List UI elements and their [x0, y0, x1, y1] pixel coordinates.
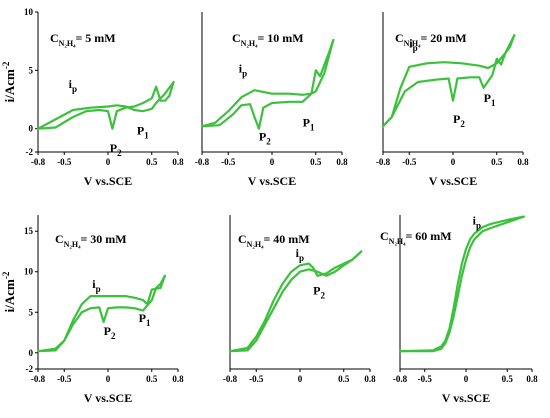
- x-tick-label: -0.8: [31, 374, 46, 384]
- x-tick-label: 0: [464, 374, 469, 384]
- panel-6: -0.8 -0.5 0 0.5 0.8 V vs.SCE CN₂H₄= 60 mM ip: [380, 214, 538, 405]
- axes: [399, 215, 533, 372]
- y-tick-label: -2: [26, 147, 34, 157]
- x-tick-label: 0: [106, 374, 111, 384]
- annotation-label: P2: [104, 324, 116, 341]
- annotation-label: P2: [259, 129, 271, 146]
- series-line-2: [228, 250, 363, 353]
- x-tick-label: 0.8: [517, 157, 529, 167]
- x-tick-label: 0: [270, 157, 275, 167]
- panel-title: CN₂H₄= 40 mM: [238, 232, 310, 249]
- x-axis-title: V vs.SCE: [84, 391, 132, 405]
- annotation-label: ip: [92, 277, 100, 294]
- x-tick-label: 0: [106, 157, 111, 167]
- series-line-1: [228, 250, 363, 353]
- y-tick-label: 0: [29, 124, 34, 134]
- series-line-2: [36, 80, 175, 130]
- series-line-1: [381, 34, 516, 128]
- annotation-label: ip: [296, 246, 304, 263]
- panel-title: CN₂H₄= 60 mM: [380, 229, 452, 246]
- x-tick-label: -0.5: [418, 374, 433, 384]
- x-tick-label: 0.8: [172, 157, 184, 167]
- x-axis-title: V vs.SCE: [442, 391, 490, 405]
- y-tick-label: 15: [24, 226, 34, 236]
- y-tick-label: 0: [29, 348, 34, 358]
- x-axis-title: V vs.SCE: [248, 174, 296, 188]
- panel-title: CN₂H₄= 20 mM: [395, 31, 467, 48]
- x-tick-label: -0.8: [195, 157, 210, 167]
- x-tick-label: -0.8: [223, 374, 238, 384]
- annotation-label: P2: [313, 283, 325, 300]
- series-line-2: [381, 34, 516, 128]
- y-tick-label: 5: [29, 307, 34, 317]
- x-tick-label: -0.5: [57, 374, 72, 384]
- annotation-label: ip: [409, 36, 417, 53]
- annotation-label: P1: [484, 91, 496, 108]
- x-tick-label: 0.5: [310, 157, 322, 167]
- x-tick-label: -0.8: [31, 157, 46, 167]
- y-tick-label: -2: [26, 364, 34, 374]
- x-tick-label: -0.5: [57, 157, 72, 167]
- axes: [201, 12, 343, 155]
- panel-title: CN₂H₄= 10 mM: [232, 31, 304, 48]
- annotation-label: P2: [110, 141, 122, 158]
- axes: [229, 215, 371, 372]
- y-tick-label: 10: [24, 7, 34, 17]
- series-line-2: [36, 274, 166, 353]
- x-tick-label: 0.8: [336, 157, 348, 167]
- x-tick-label: 0: [451, 157, 456, 167]
- axes: [382, 12, 524, 155]
- series-line-1: [398, 215, 525, 353]
- annotation-label: P1: [303, 115, 315, 132]
- x-tick-label: -0.8: [393, 374, 408, 384]
- y-tick-label: 5: [29, 65, 34, 75]
- x-tick-label: 0.5: [491, 157, 503, 167]
- axes: [35, 215, 179, 372]
- x-axis-title: V vs.SCE: [429, 174, 477, 188]
- panel-1: -0.8 -0.5 0 0.5 0.8 10 5 0 -2 V vs.SCE i/Acm-2 CN₂H…: [1, 7, 184, 188]
- series-line-2: [200, 38, 335, 128]
- x-tick-label: -0.8: [376, 157, 391, 167]
- x-tick-label: -0.5: [249, 374, 264, 384]
- panel-2: -0.8 -0.5 0 0.5 0.8 V vs.SCE CN₂H₄= 10 mM ip P2 P…: [195, 12, 348, 188]
- annotation-label: ip: [473, 214, 481, 231]
- series-line-2: [398, 215, 525, 353]
- x-tick-label: 0.5: [146, 157, 158, 167]
- y-axis-title: i/Acm-2: [1, 61, 17, 102]
- x-tick-label: 0.5: [338, 374, 350, 384]
- annotation-label: P2: [453, 112, 465, 129]
- panel-4: -0.8 -0.5 0 0.5 0.8 15 10 5 0 -2 V vs.SCE i/Acm-2 CN…: [1, 215, 184, 405]
- x-axis-title: V vs.SCE: [84, 174, 132, 188]
- x-tick-label: 0: [298, 374, 303, 384]
- series-line-1: [36, 80, 175, 130]
- x-tick-label: 0.5: [146, 374, 158, 384]
- annotation-label: ip: [239, 62, 247, 79]
- annotation-label: P1: [139, 311, 151, 328]
- annotation-label: P1: [137, 124, 149, 141]
- x-tick-label: 0.8: [526, 374, 538, 384]
- y-tick-label: 10: [24, 267, 34, 277]
- y-axis-title: i/Acm-2: [1, 271, 17, 312]
- panel-title: CN₂H₄= 5 mM: [50, 31, 116, 48]
- x-tick-label: 0.8: [364, 374, 376, 384]
- annotation-label: ip: [69, 77, 77, 94]
- panel-title: CN₂H₄= 30 mM: [55, 232, 127, 249]
- x-tick-label: -0.5: [221, 157, 236, 167]
- series-line-1: [200, 38, 335, 130]
- x-tick-label: 0.8: [172, 374, 184, 384]
- x-tick-label: -0.5: [402, 157, 417, 167]
- x-tick-label: 0.5: [502, 374, 514, 384]
